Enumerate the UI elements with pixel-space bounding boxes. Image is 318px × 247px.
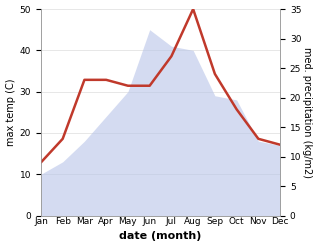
Y-axis label: med. precipitation (kg/m2): med. precipitation (kg/m2) [302,47,313,178]
X-axis label: date (month): date (month) [119,231,202,242]
Y-axis label: max temp (C): max temp (C) [5,79,16,146]
